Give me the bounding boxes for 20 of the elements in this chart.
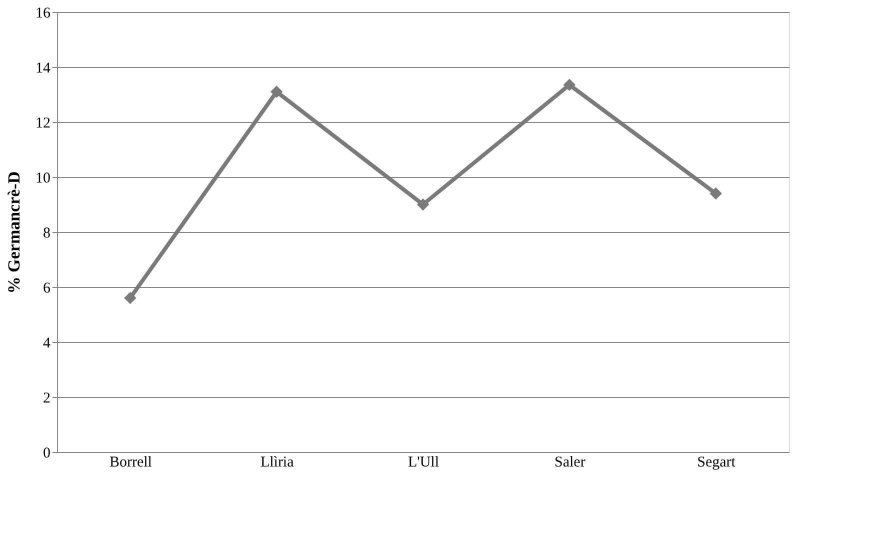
y-tick-label: 6	[43, 280, 51, 296]
x-tick-label: L'Ull	[408, 454, 440, 470]
x-tick-label: Saler	[554, 454, 586, 470]
y-tick-label: 0	[43, 446, 50, 462]
x-tick-label: Llìria	[260, 454, 294, 470]
y-tick-label: 10	[36, 170, 50, 186]
y-tick-label: 16	[36, 6, 51, 22]
point	[563, 78, 576, 91]
x-tick-label: Borrell	[109, 454, 152, 470]
point	[270, 86, 283, 98]
point	[710, 187, 722, 200]
y-tick-label: 4	[43, 336, 51, 352]
y-axis-title: % Germancrè-D	[4, 171, 24, 294]
point	[416, 198, 430, 211]
y-tick-label: 2	[43, 390, 50, 406]
point	[124, 292, 136, 304]
x-tick-label: Segart	[697, 454, 736, 470]
y-tick-label: 12	[36, 116, 50, 132]
y-tick-label: 14	[36, 60, 51, 76]
y-tick-label: 8	[43, 226, 50, 242]
